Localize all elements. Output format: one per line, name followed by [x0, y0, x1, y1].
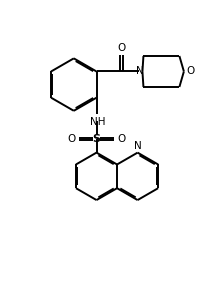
Text: NH: NH: [90, 117, 106, 127]
Text: O: O: [117, 134, 125, 144]
Text: O: O: [186, 66, 195, 76]
Text: S: S: [92, 134, 101, 144]
Text: O: O: [68, 134, 76, 144]
Text: O: O: [117, 44, 126, 54]
Text: N: N: [134, 141, 142, 151]
Text: N: N: [136, 66, 144, 76]
